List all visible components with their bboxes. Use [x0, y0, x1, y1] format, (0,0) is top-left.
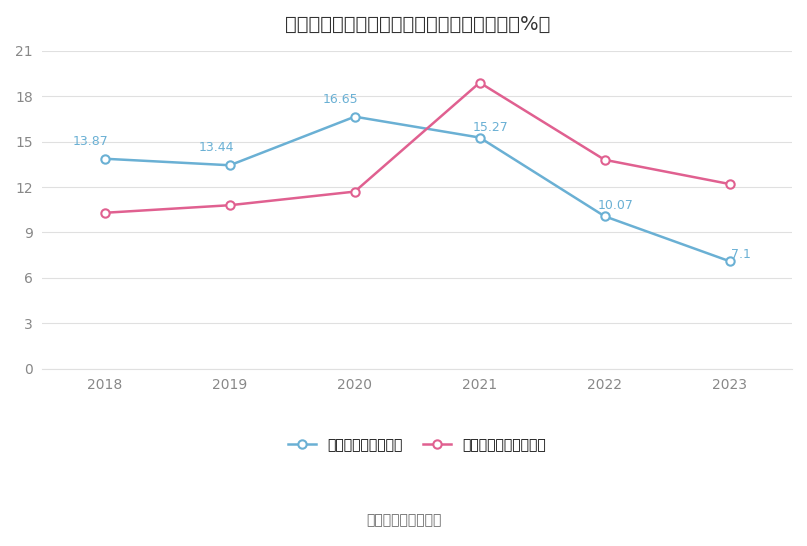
- 前五大客户合计占比: [100, 156, 110, 162]
- Line: 前五大客户合计占比: 前五大客户合计占比: [101, 112, 734, 265]
- Text: 7.1: 7.1: [730, 248, 751, 262]
- 前五大供应商合计占比: [725, 181, 734, 187]
- 前五大客户合计占比: [475, 134, 484, 141]
- Text: 13.44: 13.44: [199, 141, 234, 155]
- 前五大供应商合计占比: [600, 157, 609, 163]
- 前五大客户合计占比: [350, 114, 360, 120]
- Text: 16.65: 16.65: [323, 93, 358, 106]
- 前五大客户合计占比: [600, 213, 609, 219]
- Text: 13.87: 13.87: [73, 135, 109, 148]
- 前五大客户合计占比: [725, 258, 734, 264]
- Line: 前五大供应商合计占比: 前五大供应商合计占比: [101, 79, 734, 217]
- 前五大供应商合计占比: [100, 210, 110, 216]
- Title: 柳工前五大客户、前五大供应商集中度情况（%）: 柳工前五大客户、前五大供应商集中度情况（%）: [285, 15, 550, 34]
- 前五大供应商合计占比: [475, 79, 484, 86]
- 前五大供应商合计占比: [350, 188, 360, 195]
- Text: 10.07: 10.07: [598, 199, 633, 212]
- 前五大客户合计占比: [225, 162, 235, 169]
- Text: 15.27: 15.27: [473, 121, 508, 134]
- 前五大供应商合计占比: [225, 202, 235, 209]
- Legend: 前五大客户合计占比, 前五大供应商合计占比: 前五大客户合计占比, 前五大供应商合计占比: [282, 433, 552, 458]
- Text: 数据来源：恒生聚源: 数据来源：恒生聚源: [366, 513, 441, 527]
